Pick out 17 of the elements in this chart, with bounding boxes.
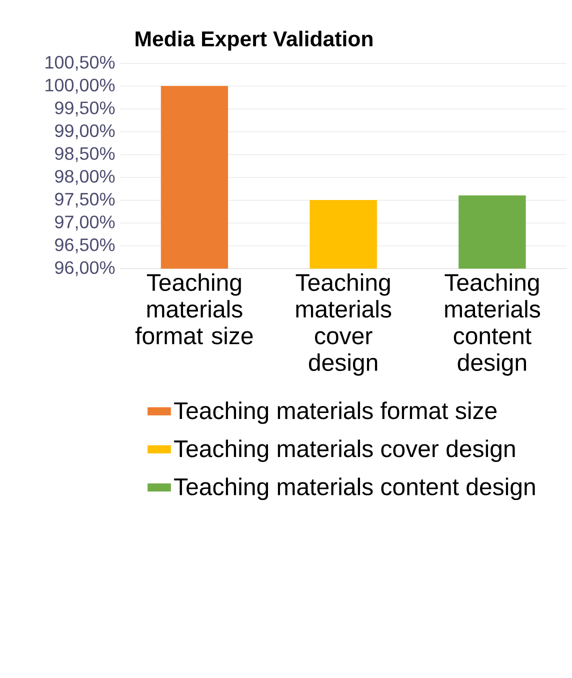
legend-label: Teaching materials content design [174, 478, 535, 500]
x-tick-label: Teaching materials cover design [296, 273, 392, 376]
legend-label: Teaching materials format size [174, 402, 497, 424]
y-tick-label: 98,00% [55, 170, 115, 185]
legend-label: Teaching materials cover design [174, 440, 515, 462]
y-tick-label: 98,50% [55, 147, 115, 162]
y-tick-label: 100,00% [46, 78, 115, 94]
x-tick-label: Teaching materials format size [135, 273, 253, 344]
y-tick-label: 99,00% [55, 124, 115, 140]
y-tick-label: 96,00% [55, 261, 115, 276]
chart-title: Media Expert Validation [136, 30, 372, 51]
x-tick-label: Teaching materials content design [444, 273, 540, 376]
y-tick-label: 97,50% [55, 192, 115, 208]
y-tick-label: 96,50% [55, 238, 115, 254]
y-tick-label: 97,00% [55, 216, 115, 230]
y-tick-label: 99,50% [55, 102, 115, 116]
y-tick-label: 100,50% [46, 56, 115, 71]
